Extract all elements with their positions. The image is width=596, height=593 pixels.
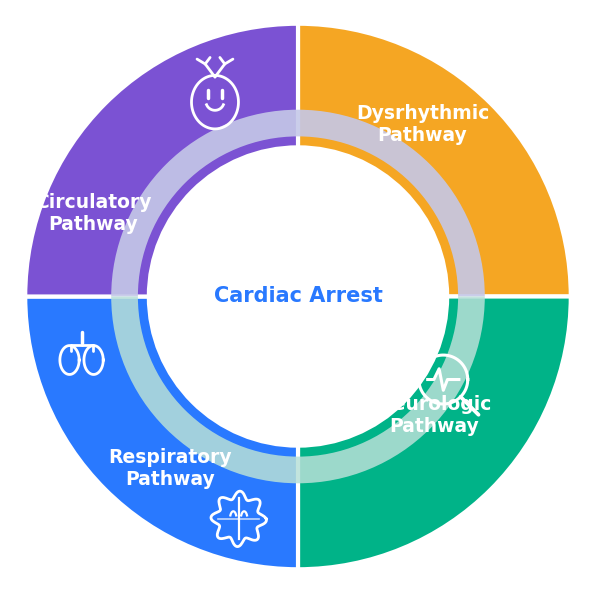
Circle shape	[147, 145, 449, 448]
Text: Cardiac Arrest: Cardiac Arrest	[213, 286, 383, 307]
Text: Circulatory
Pathway: Circulatory Pathway	[35, 193, 151, 234]
Wedge shape	[111, 296, 485, 483]
Wedge shape	[111, 110, 485, 296]
Text: Dysrhythmic
Pathway: Dysrhythmic Pathway	[356, 104, 489, 145]
Wedge shape	[25, 296, 298, 569]
Wedge shape	[25, 24, 298, 296]
Text: Neurologic
Pathway: Neurologic Pathway	[377, 394, 492, 436]
Wedge shape	[298, 24, 571, 296]
Wedge shape	[298, 296, 571, 569]
Text: Respiratory
Pathway: Respiratory Pathway	[108, 448, 232, 489]
